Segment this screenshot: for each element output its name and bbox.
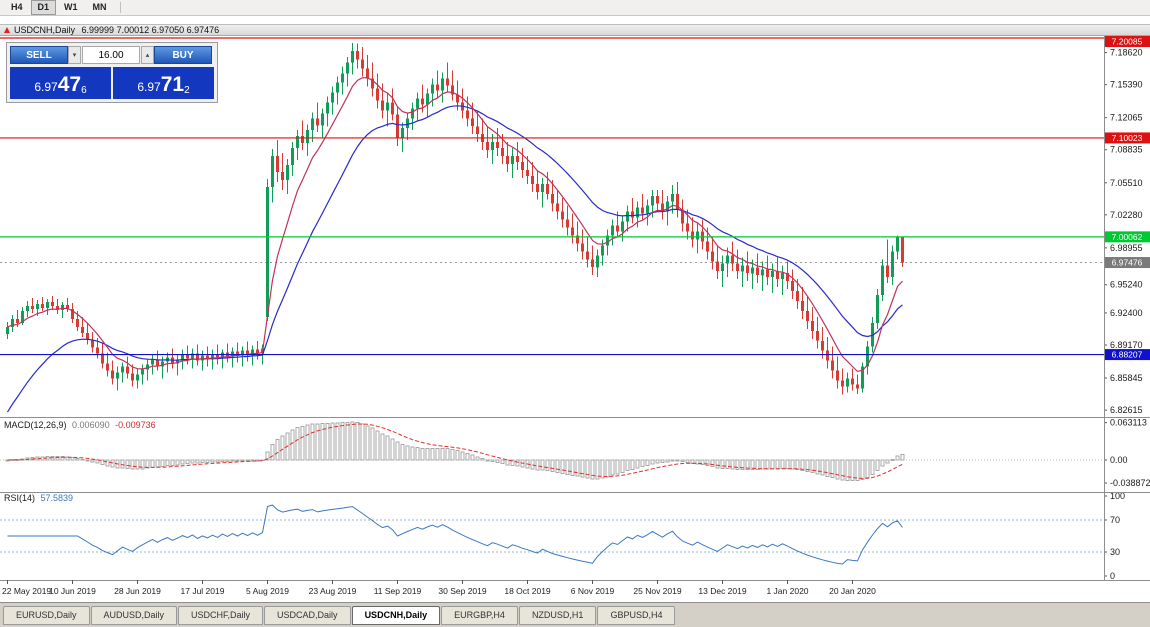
svg-text:30 Sep 2019: 30 Sep 2019	[438, 586, 486, 596]
ma-blue-line	[6, 105, 903, 413]
svg-text:5 Aug 2019: 5 Aug 2019	[246, 586, 289, 596]
chart-symbol-title: USDCNH,Daily	[14, 25, 76, 35]
timeframe-toolbar: H4 D1 W1 MN	[0, 0, 1150, 16]
ma-red-line	[7, 77, 903, 373]
svg-text:6.88207: 6.88207	[1112, 350, 1143, 360]
svg-text:20 Jan 2020: 20 Jan 2020	[829, 586, 876, 596]
sell-button[interactable]: SELL	[10, 46, 68, 64]
svg-text:70: 70	[1110, 515, 1120, 525]
volume-up-button[interactable]: ▴	[141, 46, 154, 64]
svg-text:22 May 2019: 22 May 2019	[2, 586, 51, 596]
svg-text:11 Sep 2019: 11 Sep 2019	[374, 586, 422, 596]
volume-input[interactable]	[82, 46, 140, 64]
rsi-name: RSI(14)	[4, 493, 36, 503]
chart-icon	[4, 27, 10, 33]
symbol-tab-audusd[interactable]: AUDUSD,Daily	[90, 606, 178, 625]
macd-label: MACD(12,26,9) 0.006090 -0.009736	[4, 420, 156, 430]
svg-text:25 Nov 2019: 25 Nov 2019	[633, 586, 681, 596]
svg-text:0.00: 0.00	[1110, 455, 1128, 465]
bid-big: 6.97	[34, 80, 58, 94]
svg-text:7.20085: 7.20085	[1112, 37, 1143, 47]
ask-big: 6.97	[137, 80, 161, 94]
timeframe-button-h4[interactable]: H4	[11, 2, 23, 12]
svg-text:6.92400: 6.92400	[1110, 308, 1143, 318]
rsi-value: 57.5839	[40, 493, 74, 503]
svg-text:28 Jun 2019: 28 Jun 2019	[114, 586, 161, 596]
price-axis[interactable]: 7.18620 7.15390 7.12065 7.08835 7.05510 7.022…	[1104, 36, 1150, 581]
bid-price-display[interactable]: 6.97 47 6	[10, 67, 111, 99]
chart-title-text: USDCNH,Daily 6.99999 7.00012 6.97050 6.9…	[14, 25, 223, 35]
symbol-tab-usdcnh[interactable]: USDCNH,Daily	[351, 606, 441, 625]
chart-window: USDCNH,Daily 6.99999 7.00012 6.97050 6.9…	[0, 16, 1150, 602]
bid-pips: 47	[57, 73, 82, 96]
svg-text:6.98955: 6.98955	[1110, 243, 1143, 253]
ask-price-display[interactable]: 6.97 71 2	[113, 67, 214, 99]
svg-text:7.08835: 7.08835	[1110, 145, 1143, 155]
chart-title-bar: USDCNH,Daily 6.99999 7.00012 6.97050 6.9…	[0, 24, 1150, 36]
rsi-line	[7, 504, 903, 565]
macd-pane	[0, 421, 1104, 482]
svg-text:7.18620: 7.18620	[1110, 48, 1143, 58]
svg-text:6 Nov 2019: 6 Nov 2019	[571, 586, 615, 596]
svg-text:23 Aug 2019: 23 Aug 2019	[309, 586, 357, 596]
symbol-tabbar: EURUSD,Daily AUDUSD,Daily USDCHF,Daily USDC…	[0, 602, 1150, 627]
macd-name: MACD(12,26,9)	[4, 420, 67, 430]
macd-histogram	[5, 421, 905, 482]
timeframe-button-d1[interactable]: D1	[30, 0, 57, 15]
ask-pips: 71	[160, 73, 185, 96]
symbol-tab-eurusd[interactable]: EURUSD,Daily	[3, 606, 90, 625]
svg-text:13 Dec 2019: 13 Dec 2019	[698, 586, 746, 596]
chevron-down-icon: ▾	[72, 52, 77, 59]
toolbar-divider	[119, 2, 121, 13]
chart-canvas[interactable]: 7.18620 7.15390 7.12065 7.08835 7.05510 7.022…	[0, 36, 1150, 602]
svg-text:17 Jul 2019: 17 Jul 2019	[181, 586, 225, 596]
svg-text:7.05510: 7.05510	[1110, 178, 1143, 188]
symbol-tab-nzdusd[interactable]: NZDUSD,H1	[518, 606, 597, 625]
symbol-tab-usdchf[interactable]: USDCHF,Daily	[178, 606, 264, 625]
macd-signal-value: -0.009736	[115, 420, 156, 430]
timeframe-button-mn[interactable]: MN	[92, 2, 107, 12]
svg-text:7.02280: 7.02280	[1110, 210, 1143, 220]
svg-text:6.95240: 6.95240	[1110, 280, 1143, 290]
svg-text:6.89170: 6.89170	[1110, 340, 1143, 350]
buy-button[interactable]: BUY	[154, 46, 212, 64]
svg-text:30: 30	[1110, 547, 1120, 557]
svg-text:10 Jun 2019: 10 Jun 2019	[49, 586, 96, 596]
svg-text:7.15390: 7.15390	[1110, 80, 1143, 90]
svg-text:7.10023: 7.10023	[1112, 133, 1143, 143]
svg-text:100: 100	[1110, 491, 1125, 501]
timeframe-button-w1[interactable]: W1	[64, 2, 78, 12]
macd-signal-line	[7, 423, 903, 479]
symbol-tab-eurgbp[interactable]: EURGBP,H4	[441, 606, 518, 625]
svg-text:7.12065: 7.12065	[1110, 113, 1143, 123]
svg-text:-0.038872: -0.038872	[1110, 478, 1150, 488]
svg-text:6.97476: 6.97476	[1112, 258, 1143, 268]
bid-point: 6	[81, 85, 87, 96]
symbol-tab-usdcad[interactable]: USDCAD,Daily	[264, 606, 351, 625]
chevron-up-icon: ▴	[145, 52, 150, 59]
rsi-pane	[0, 504, 1104, 565]
volume-dropdown-button[interactable]: ▾	[68, 46, 81, 64]
svg-text:18 Oct 2019: 18 Oct 2019	[504, 586, 551, 596]
ask-point: 2	[184, 85, 190, 96]
svg-text:1 Jan 2020: 1 Jan 2020	[766, 586, 808, 596]
svg-text:7.00062: 7.00062	[1112, 232, 1143, 242]
svg-text:0.063113: 0.063113	[1110, 418, 1147, 428]
rsi-label: RSI(14) 57.5839	[4, 493, 73, 503]
svg-text:6.82615: 6.82615	[1110, 405, 1143, 415]
price-pane[interactable]	[0, 37, 1104, 413]
symbol-tab-gbpusd[interactable]: GBPUSD,H4	[597, 606, 676, 625]
svg-text:0: 0	[1110, 571, 1115, 581]
svg-text:6.85845: 6.85845	[1110, 373, 1143, 383]
macd-main-value: 0.006090	[72, 420, 110, 430]
chart-ohlc-values: 6.99999 7.00012 6.97050 6.97476	[81, 25, 220, 35]
